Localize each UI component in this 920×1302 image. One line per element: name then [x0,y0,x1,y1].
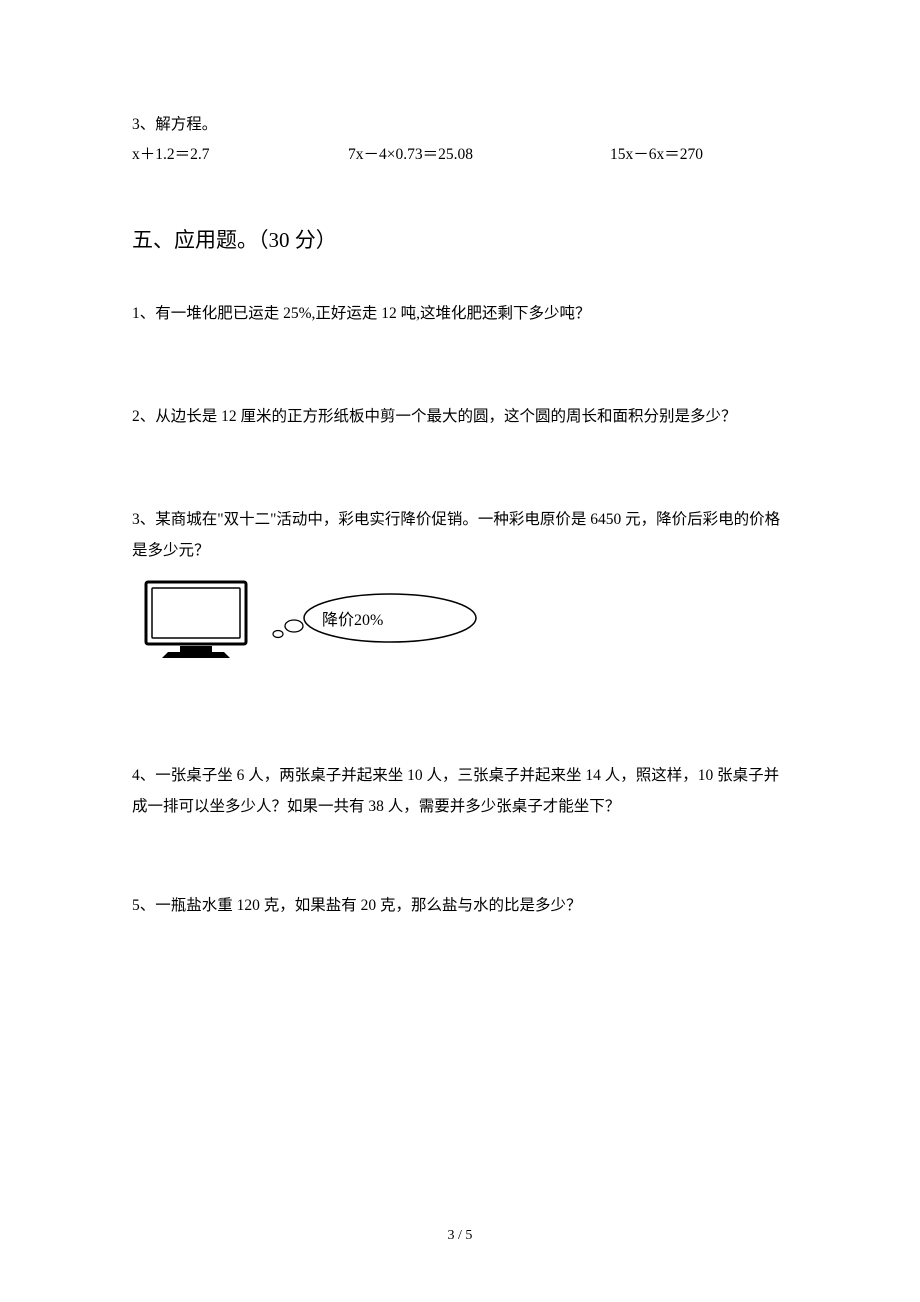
q3-eq1: x＋1.2＝2.7 [132,142,348,164]
problem-3-text: 3、某商城在"双十二"活动中，彩电实行降价促销。一种彩电原价是 6450 元，降… [132,504,790,566]
tv-icon [142,578,252,664]
q3-header: 3、解方程。 [132,112,790,134]
bubble-text: 降价20% [322,606,383,630]
problem-5: 5、一瓶盐水重 120 克，如果盐有 20 克，那么盐与水的比是多少？ [132,890,790,921]
q3-eq2: 7x－4×0.73＝25.08 [348,142,610,164]
q3-eq3: 15x－6x＝270 [610,142,703,164]
problem-2: 2、从边长是 12 厘米的正方形纸板中剪一个最大的圆，这个圆的周长和面积分别是多… [132,401,790,432]
problem-1: 1、有一堆化肥已运走 25%,正好运走 12 吨,这堆化肥还剩下多少吨？ [132,298,790,329]
section5-header: 五、应用题。（30 分） [132,224,790,254]
problem-3-figure: 降价20% [132,578,790,668]
page-footer: 3 / 5 [0,1228,920,1244]
q3-equations: x＋1.2＝2.7 7x－4×0.73＝25.08 15x－6x＝270 [132,142,790,164]
problem-4: 4、一张桌子坐 6 人，两张桌子并起来坐 10 人，三张桌子并起来坐 14 人，… [132,760,790,822]
